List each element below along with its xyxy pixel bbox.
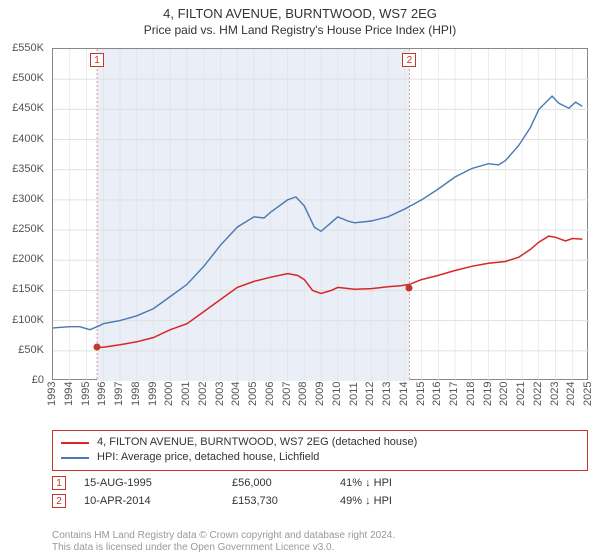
- x-tick-label: 2022: [532, 382, 544, 406]
- marker-date: 10-APR-2014: [84, 495, 214, 507]
- x-tick-label: 2024: [565, 382, 577, 406]
- marker-pct: 49% ↓ HPI: [340, 495, 440, 507]
- marker-table: 1 15-AUG-1995 £56,000 41% ↓ HPI 2 10-APR-2014…: [52, 474, 588, 510]
- x-tick-label: 1998: [130, 382, 142, 406]
- x-tick-label: 2001: [180, 382, 192, 406]
- marker-table-row: 1 15-AUG-1995 £56,000 41% ↓ HPI: [52, 474, 588, 492]
- x-tick-label: 2010: [331, 382, 343, 406]
- x-tick-label: 2018: [465, 382, 477, 406]
- x-tick-label: 2016: [431, 382, 443, 406]
- title-block: 4, FILTON AVENUE, BURNTWOOD, WS7 2EG Pri…: [0, 0, 600, 38]
- x-tick-label: 2020: [498, 382, 510, 406]
- x-tick-label: 2007: [281, 382, 293, 406]
- y-axis-labels: £0£50K£100K£150K£200K£250K£300K£350K£400…: [0, 48, 48, 380]
- x-tick-label: 2013: [381, 382, 393, 406]
- legend-box: 4, FILTON AVENUE, BURNTWOOD, WS7 2EG (de…: [52, 430, 588, 471]
- x-tick-label: 1997: [113, 382, 125, 406]
- title: 4, FILTON AVENUE, BURNTWOOD, WS7 2EG: [0, 6, 600, 23]
- x-tick-label: 2008: [297, 382, 309, 406]
- x-tick-label: 2006: [264, 382, 276, 406]
- x-tick-label: 2019: [482, 382, 494, 406]
- footer-line-1: Contains HM Land Registry data © Crown c…: [52, 530, 588, 542]
- x-tick-label: 2014: [398, 382, 410, 406]
- x-tick-label: 2011: [348, 382, 360, 406]
- marker-table-row: 2 10-APR-2014 £153,730 49% ↓ HPI: [52, 492, 588, 510]
- x-tick-label: 2021: [515, 382, 527, 406]
- x-tick-label: 2023: [549, 382, 561, 406]
- legend-label: 4, FILTON AVENUE, BURNTWOOD, WS7 2EG (de…: [97, 435, 417, 450]
- subtitle: Price paid vs. HM Land Registry's House …: [0, 23, 600, 39]
- marker-id-box: 2: [52, 494, 66, 508]
- marker-id-box: 1: [52, 476, 66, 490]
- y-tick-label: £550K: [12, 42, 44, 54]
- y-tick-label: £250K: [12, 223, 44, 235]
- legend-label: HPI: Average price, detached house, Lich…: [97, 450, 319, 465]
- y-tick-label: £100K: [12, 314, 44, 326]
- x-tick-label: 2002: [197, 382, 209, 406]
- chart-area: 12: [52, 48, 588, 380]
- legend-swatch: [61, 442, 89, 444]
- x-tick-label: 2025: [582, 382, 594, 406]
- x-tick-label: 1993: [46, 382, 58, 406]
- y-tick-label: £350K: [12, 163, 44, 175]
- x-tick-label: 2015: [415, 382, 427, 406]
- x-tick-label: 2009: [314, 382, 326, 406]
- marker-date: 15-AUG-1995: [84, 477, 214, 489]
- footer: Contains HM Land Registry data © Crown c…: [52, 530, 588, 554]
- footer-line-2: This data is licensed under the Open Gov…: [52, 542, 588, 554]
- legend-row: 4, FILTON AVENUE, BURNTWOOD, WS7 2EG (de…: [61, 435, 579, 450]
- marker-price: £153,730: [232, 495, 322, 507]
- marker-price: £56,000: [232, 477, 322, 489]
- chart-marker-box: 2: [402, 53, 416, 67]
- x-tick-label: 1999: [147, 382, 159, 406]
- y-tick-label: £300K: [12, 193, 44, 205]
- chart-marker-dot: [94, 344, 101, 351]
- chart-svg: [53, 49, 589, 381]
- x-tick-label: 2012: [364, 382, 376, 406]
- x-tick-label: 2000: [163, 382, 175, 406]
- x-tick-label: 2003: [214, 382, 226, 406]
- x-tick-label: 1994: [63, 382, 75, 406]
- legend-swatch: [61, 457, 89, 459]
- x-tick-label: 2005: [247, 382, 259, 406]
- y-tick-label: £200K: [12, 253, 44, 265]
- y-tick-label: £50K: [18, 344, 44, 356]
- y-tick-label: £500K: [12, 72, 44, 84]
- y-tick-label: £150K: [12, 283, 44, 295]
- y-tick-label: £0: [32, 374, 44, 386]
- x-tick-label: 1995: [80, 382, 92, 406]
- chart-marker-box: 1: [90, 53, 104, 67]
- y-tick-label: £400K: [12, 133, 44, 145]
- x-tick-label: 2017: [448, 382, 460, 406]
- marker-pct: 41% ↓ HPI: [340, 477, 440, 489]
- x-axis-labels: 1993199419951996199719981999200020012002…: [52, 382, 588, 426]
- x-tick-label: 1996: [96, 382, 108, 406]
- x-tick-label: 2004: [230, 382, 242, 406]
- chart-marker-dot: [406, 285, 413, 292]
- y-tick-label: £450K: [12, 102, 44, 114]
- legend-row: HPI: Average price, detached house, Lich…: [61, 450, 579, 465]
